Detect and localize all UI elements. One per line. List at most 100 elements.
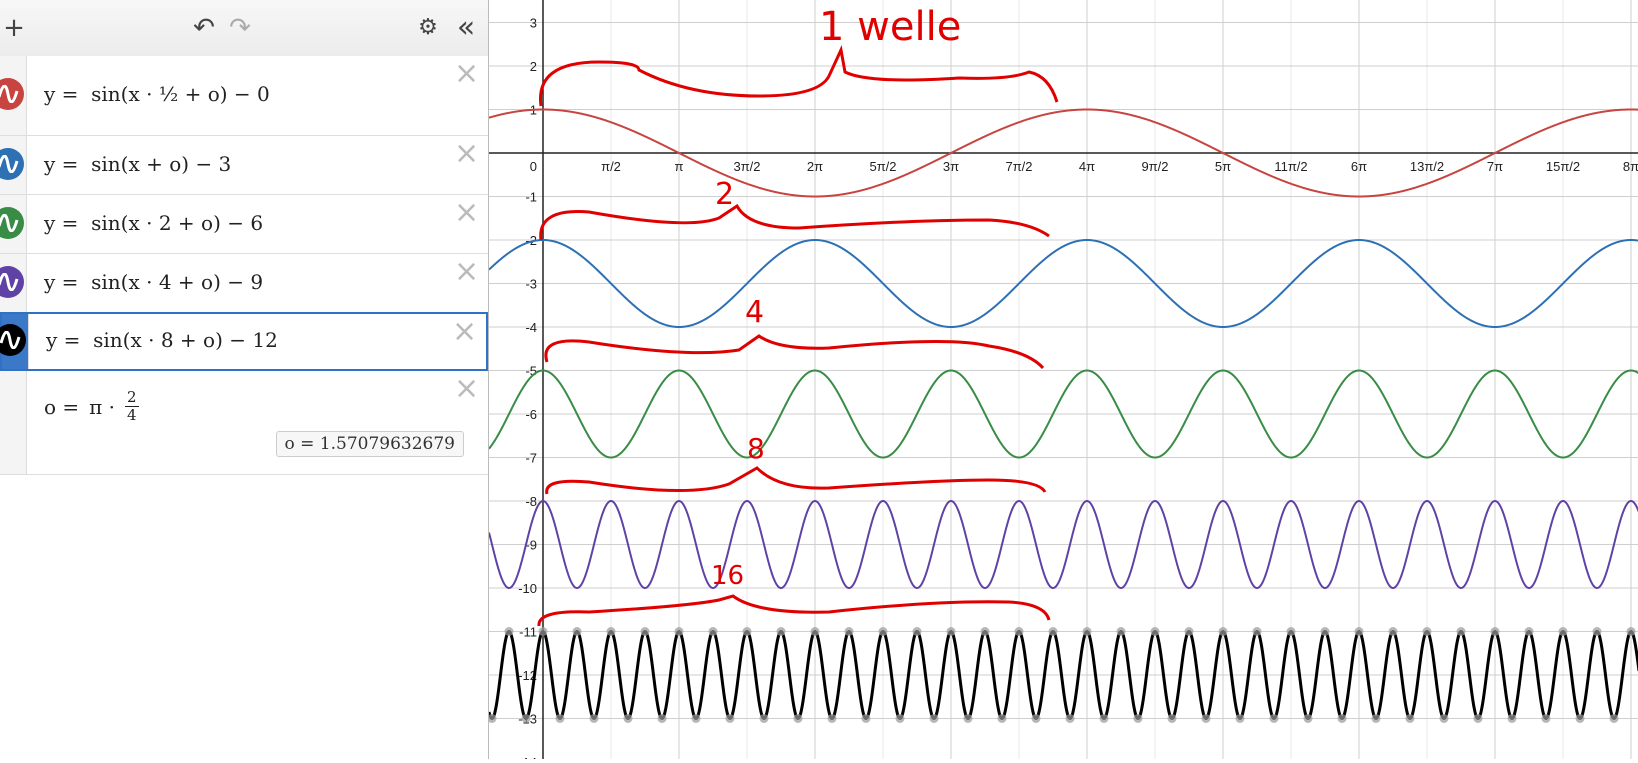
formula-lhs: y = bbox=[44, 82, 79, 106]
expression-tab bbox=[0, 371, 27, 474]
evaluation-badge: o = 1.57079632679 bbox=[275, 431, 464, 457]
extremum-point bbox=[1303, 714, 1313, 723]
close-icon[interactable]: × bbox=[454, 254, 480, 289]
extremum-point bbox=[1422, 627, 1432, 636]
extremum-point bbox=[1048, 627, 1058, 636]
extremum-point bbox=[657, 714, 667, 723]
expression-row[interactable]: y = sin(x · ½ + o) − 0 × bbox=[0, 56, 488, 136]
x-tick-label: 0 bbox=[530, 159, 537, 174]
extremum-point bbox=[1456, 627, 1466, 636]
close-icon[interactable]: × bbox=[452, 314, 478, 349]
close-icon[interactable]: × bbox=[454, 136, 480, 171]
y-tick-label: -9 bbox=[525, 538, 537, 553]
extremum-point bbox=[929, 714, 939, 723]
expression-row-selected[interactable]: y = sin(x · 8 + o) − 12 × bbox=[0, 312, 488, 371]
formula-lhs: y = bbox=[46, 328, 81, 352]
y-tick-label: -4 bbox=[525, 320, 537, 335]
expression-formula[interactable]: y = sin(x · 8 + o) − 12 bbox=[46, 328, 278, 352]
curve bbox=[488, 369, 1638, 459]
graph-paper[interactable]: 0 π/2 π 3π/2 2π 5π/2 3π 7π/2 4π 9π/2 5π 11π/2 6π 13π/… bbox=[128, 0, 1638, 763]
extremum-point bbox=[1405, 714, 1415, 723]
gear-icon[interactable]: ⚙ bbox=[418, 15, 438, 40]
expression-formula[interactable]: y = sin(x · ½ + o) − 0 bbox=[44, 82, 270, 106]
close-icon[interactable]: × bbox=[454, 56, 480, 91]
close-icon[interactable]: × bbox=[454, 195, 480, 230]
formula-rhs: sin(x · ½ + o) − 0 bbox=[91, 82, 270, 106]
fraction-denominator: 4 bbox=[127, 406, 137, 424]
x-tick-label: 4π bbox=[1079, 159, 1095, 174]
curve bbox=[488, 239, 1638, 328]
graph-color-icon[interactable] bbox=[0, 324, 26, 356]
extremum-point bbox=[997, 714, 1007, 723]
expression-row[interactable]: y = sin(x + o) − 3 × bbox=[0, 136, 488, 195]
y-tick-label: -7 bbox=[525, 451, 537, 466]
expression-row-variable[interactable]: o = π · 2 4 o = 1.57079632679 × bbox=[0, 371, 488, 475]
formula-rhs: sin(x + o) − 3 bbox=[91, 152, 232, 176]
x-tick-label: 15π/2 bbox=[1546, 159, 1580, 174]
x-tick-label: π/2 bbox=[601, 159, 621, 174]
y-tick-label: -6 bbox=[525, 407, 537, 422]
y-tick-label: -11 bbox=[519, 625, 537, 640]
formula-lhs: y = bbox=[44, 152, 79, 176]
x-tick-label: 5π/2 bbox=[869, 159, 896, 174]
extremum-point bbox=[1337, 714, 1347, 723]
extremum-point bbox=[895, 714, 905, 723]
expression-formula[interactable]: y = sin(x · 2 + o) − 6 bbox=[44, 211, 263, 235]
redo-icon[interactable]: ↷ bbox=[229, 13, 251, 43]
formula-lhs: o = bbox=[44, 394, 80, 419]
formula-rhs: sin(x · 2 + o) − 6 bbox=[91, 211, 264, 235]
expression-formula[interactable]: y = sin(x + o) − 3 bbox=[44, 152, 231, 176]
annotation-period: 2 bbox=[715, 177, 734, 212]
formula-lhs: y = bbox=[44, 270, 79, 294]
brace-1 bbox=[539, 45, 1059, 107]
annotation-period: 4 bbox=[745, 295, 764, 330]
x-tick-label: 9π/2 bbox=[1141, 159, 1168, 174]
x-tick-label: 11π/2 bbox=[1274, 159, 1307, 174]
extremum-point bbox=[1320, 627, 1330, 636]
formula-rhs: sin(x · 8 + o) − 12 bbox=[93, 328, 278, 352]
extremum-point bbox=[1354, 627, 1364, 636]
extremum-point bbox=[810, 627, 820, 636]
extremum-point bbox=[1490, 627, 1500, 636]
extremum-point bbox=[963, 714, 973, 723]
variable-formula[interactable]: o = π · 2 4 bbox=[44, 389, 139, 424]
collapse-list-icon[interactable]: « bbox=[456, 10, 476, 45]
expression-row[interactable]: y = sin(x · 4 + o) − 9 × bbox=[0, 254, 488, 313]
x-tick-label: π bbox=[675, 159, 684, 174]
expression-list: + ↶ ↷ ⚙ « y = sin(x · ½ + o) − 0 × y = s… bbox=[0, 0, 488, 759]
extremum-point bbox=[1269, 714, 1279, 723]
formula-rhs: π · bbox=[89, 394, 116, 419]
extremum-point bbox=[674, 627, 684, 636]
y-tick-label: -5 bbox=[525, 364, 537, 379]
extremum-point bbox=[606, 627, 616, 636]
close-icon[interactable]: × bbox=[454, 371, 480, 406]
extremum-point bbox=[759, 714, 769, 723]
annotation-period: 8 bbox=[747, 432, 765, 465]
y-tick-label: -2 bbox=[525, 233, 537, 248]
x-tick-label: 6π bbox=[1351, 159, 1367, 174]
extremum-point bbox=[1507, 714, 1517, 723]
handwritten-annotations: 1 welle 2 -1 2 0 2 1 2 2 2 3 2 4 8 16 bbox=[128, 4, 1059, 627]
extremum-point bbox=[1150, 627, 1160, 636]
extremum-point bbox=[793, 714, 803, 723]
curve bbox=[488, 499, 1638, 590]
add-expression-button[interactable]: + bbox=[3, 13, 25, 43]
extremum-point bbox=[1235, 714, 1245, 723]
extremum-point bbox=[623, 714, 633, 723]
brace-4 bbox=[545, 466, 1047, 495]
formula-rhs: sin(x · 4 + o) − 9 bbox=[91, 270, 264, 294]
undo-icon[interactable]: ↶ bbox=[193, 13, 215, 43]
graph-canvas[interactable]: 0 π/2 π 3π/2 2π 5π/2 3π 7π/2 4π 9π/2 5π 11π/2 6π 13π/… bbox=[128, 0, 1638, 763]
brace-3 bbox=[544, 334, 1045, 370]
y-tick-label: -12 bbox=[518, 668, 537, 683]
expression-row[interactable]: y = sin(x · 2 + o) − 6 × bbox=[0, 195, 488, 254]
y-tick-label: -10 bbox=[518, 581, 537, 596]
extremum-point bbox=[1371, 714, 1381, 723]
annotation-period: 16 bbox=[711, 561, 744, 591]
x-tick-label: 8π bbox=[1623, 159, 1638, 174]
expression-formula[interactable]: y = sin(x · 4 + o) − 9 bbox=[44, 270, 263, 294]
extremum-point bbox=[1439, 714, 1449, 723]
y-tick-label: 2 bbox=[530, 59, 537, 74]
extremum-point bbox=[1167, 714, 1177, 723]
brace-5 bbox=[537, 594, 1051, 627]
